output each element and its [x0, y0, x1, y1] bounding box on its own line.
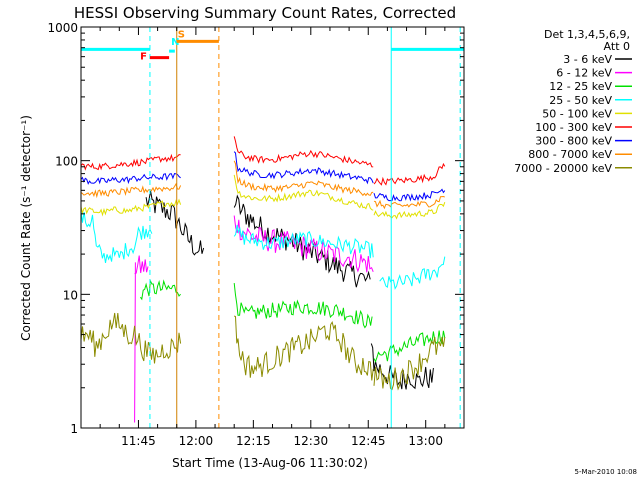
- plot-series: [80, 136, 446, 423]
- x-axis: 11:45 12:00 12:15 12:30 12:45 13:00: [99, 27, 465, 448]
- series-1-segment-2: [233, 215, 374, 273]
- series-7: [80, 160, 445, 210]
- series-8: [80, 312, 446, 391]
- series-5-segment-1: [233, 136, 374, 168]
- series-7-segment-2: [373, 195, 445, 210]
- series-1-segment-1: [134, 262, 136, 423]
- series-6-segment-1: [233, 151, 374, 185]
- series-8-segment-2: [373, 336, 446, 391]
- legend-header-0: Det 1,3,4,5,6,9,: [544, 28, 630, 41]
- x-axis-label: Start Time (13-Aug-06 11:30:02): [172, 456, 368, 470]
- x-tick-label-5: 13:00: [408, 434, 443, 448]
- series-5-segment-2: [373, 162, 446, 186]
- x-tick-label-2: 12:15: [236, 434, 271, 448]
- series-2-segment-1: [233, 283, 373, 329]
- x-tick-label-3: 12:30: [294, 434, 329, 448]
- series-0-segment-0: [145, 191, 205, 256]
- series-3-segment-2: [379, 256, 446, 290]
- legend-label-2: 12 - 25 keV: [549, 80, 612, 93]
- series-6-segment-2: [373, 188, 446, 202]
- series-3-segment-1: [233, 224, 374, 259]
- legend-header-1: Att 0: [604, 40, 630, 53]
- series-8-segment-0: [80, 312, 182, 364]
- series-2-segment-0: [139, 279, 181, 301]
- series-6-segment-0: [80, 173, 181, 185]
- y-tick-label-2: 100: [55, 155, 78, 169]
- legend-label-6: 300 - 800 keV: [535, 135, 612, 148]
- series-4-segment-2: [373, 202, 446, 220]
- flag-label-f: F: [140, 52, 147, 63]
- series-4: [80, 174, 446, 220]
- x-tick-label-1: 12:00: [179, 434, 214, 448]
- series-4-segment-0: [80, 198, 182, 217]
- series-7-segment-1: [233, 160, 374, 197]
- y-tick-label-1: 10: [63, 288, 78, 302]
- y-tick-label-0: 1: [70, 422, 78, 436]
- series-2-segment-2: [373, 330, 446, 363]
- flag-label-n: N: [171, 37, 179, 48]
- series-2: [139, 279, 446, 363]
- series-5-segment-0: [80, 153, 181, 171]
- legend-label-7: 800 - 7000 keV: [528, 148, 612, 161]
- x-tick-label-0: 11:45: [121, 434, 156, 448]
- y-axis-label: Corrected Count Rate (s⁻¹ detector⁻¹): [19, 115, 33, 341]
- series-7-segment-0: [80, 182, 182, 199]
- series-0-segment-2: [370, 343, 434, 390]
- series-1: [134, 215, 374, 423]
- y-tick-label-3: 1000: [47, 21, 78, 35]
- legend-label-0: 3 - 6 keV: [563, 53, 612, 66]
- series-5: [80, 136, 446, 186]
- flag-label-s: S: [178, 29, 185, 40]
- series-8-segment-1: [233, 315, 374, 381]
- footer-timestamp: 5-Mar-2010 10:08: [575, 468, 637, 476]
- chart-title: HESSI Observing Summary Count Rates, Cor…: [74, 4, 456, 22]
- legend-label-3: 25 - 50 keV: [549, 94, 612, 107]
- series-4-segment-1: [233, 174, 374, 211]
- y-axis: 1 10 100 1000: [47, 21, 464, 436]
- plot-markers: F NS: [81, 27, 464, 428]
- legend-label-5: 100 - 300 keV: [535, 121, 612, 134]
- legend-label-1: 6 - 12 keV: [556, 67, 612, 80]
- legend-label-8: 7000 - 20000 keV: [514, 162, 612, 175]
- legend-label-4: 50 - 100 keV: [542, 107, 612, 120]
- series-1-segment-0: [134, 255, 149, 275]
- series-6: [80, 151, 446, 202]
- x-tick-label-4: 12:45: [351, 434, 386, 448]
- series-3-segment-0: [80, 210, 153, 263]
